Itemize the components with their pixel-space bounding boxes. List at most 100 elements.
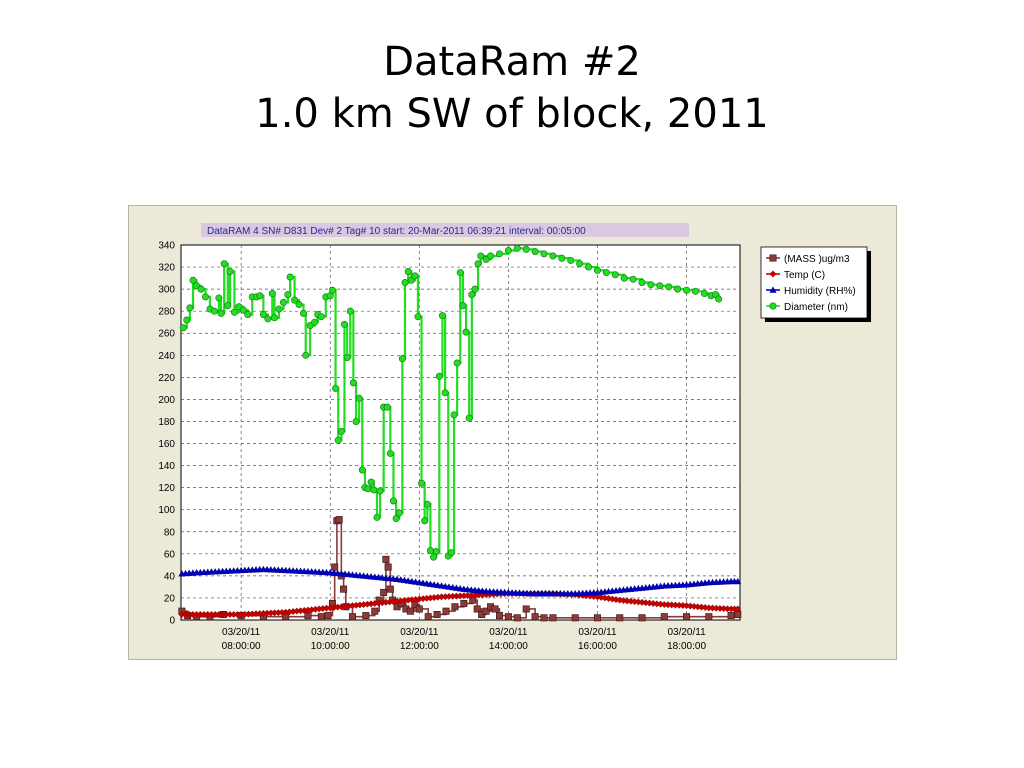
legend-label-diameter: Diameter (nm) bbox=[784, 302, 848, 313]
data-point-mass bbox=[384, 563, 392, 571]
legend-marker-diameter bbox=[769, 302, 777, 310]
data-point-diameter bbox=[435, 372, 443, 380]
data-point-mass bbox=[705, 613, 713, 621]
data-point-mass bbox=[371, 607, 379, 615]
data-point-diameter bbox=[386, 449, 394, 457]
data-point-diameter bbox=[352, 417, 360, 425]
data-point-diameter bbox=[317, 313, 325, 321]
data-point-diameter bbox=[398, 355, 406, 363]
data-point-diameter bbox=[438, 312, 446, 320]
data-point-mass bbox=[433, 610, 441, 618]
data-point-diameter bbox=[700, 290, 708, 298]
y-tick-label: 260 bbox=[158, 329, 175, 340]
series-temp bbox=[178, 590, 742, 618]
data-point-diameter bbox=[226, 267, 234, 275]
data-point-diameter bbox=[629, 275, 637, 283]
data-point-diameter bbox=[620, 274, 628, 282]
data-point-diameter bbox=[395, 509, 403, 517]
data-point-diameter bbox=[674, 285, 682, 293]
data-point-mass bbox=[549, 614, 557, 622]
data-point-mass bbox=[540, 614, 548, 622]
data-point-diameter bbox=[465, 414, 473, 422]
data-point-mass bbox=[522, 605, 530, 613]
slide-title: DataRam #2 1.0 km SW of block, 2011 bbox=[0, 36, 1024, 140]
data-point-diameter bbox=[414, 313, 422, 321]
data-point-diameter bbox=[576, 260, 584, 268]
data-point-diameter bbox=[611, 271, 619, 279]
data-point-mass bbox=[660, 613, 668, 621]
data-point-mass bbox=[335, 516, 343, 524]
data-point-diameter bbox=[197, 285, 205, 293]
data-point-diameter bbox=[462, 328, 470, 336]
chart-header-background bbox=[201, 223, 689, 237]
data-point-diameter bbox=[421, 517, 429, 525]
data-point-mass bbox=[340, 585, 348, 593]
data-point-mass bbox=[331, 563, 339, 571]
data-point-mass bbox=[424, 613, 432, 621]
data-point-mass bbox=[683, 613, 691, 621]
legend-label-mass: (MASS )ug/m3 bbox=[784, 254, 850, 265]
data-point-diameter bbox=[284, 291, 292, 299]
data-point-diameter bbox=[522, 245, 530, 253]
data-point-diameter bbox=[355, 394, 363, 402]
legend: (MASS )ug/m3 Temp (C) Humidity (RH%) Diamet… bbox=[760, 246, 871, 322]
data-point-diameter bbox=[340, 320, 348, 328]
data-point-diameter bbox=[373, 513, 381, 521]
data-point-diameter bbox=[459, 302, 467, 310]
data-point-diameter bbox=[186, 304, 194, 312]
data-point-diameter bbox=[389, 497, 397, 505]
data-point-diameter bbox=[295, 301, 303, 309]
legend-marker-mass bbox=[769, 254, 777, 262]
y-tick-label: 100 bbox=[158, 505, 175, 516]
data-point-diameter bbox=[471, 285, 479, 293]
data-point-diameter bbox=[367, 478, 375, 486]
data-point-diameter bbox=[291, 296, 299, 304]
data-point-diameter bbox=[450, 411, 458, 419]
series-diameter bbox=[179, 244, 723, 561]
data-point-diameter bbox=[189, 276, 197, 284]
data-point-diameter bbox=[683, 286, 691, 294]
data-point-mass bbox=[593, 614, 601, 622]
data-point-mass bbox=[415, 605, 423, 613]
data-point-diameter bbox=[401, 279, 409, 287]
data-point-diameter bbox=[328, 286, 336, 294]
data-point-diameter bbox=[468, 291, 476, 299]
y-tick-label: 140 bbox=[158, 461, 175, 472]
chart: DataRAM 4 SN# D831 Dev# 2 Tag# 10 start:… bbox=[158, 223, 871, 652]
data-point-diameter bbox=[376, 487, 384, 495]
data-point-diameter bbox=[540, 250, 548, 258]
y-tick-label: 160 bbox=[158, 439, 175, 450]
data-point-diameter bbox=[271, 314, 279, 322]
data-point-diameter bbox=[430, 553, 438, 561]
data-point-diameter bbox=[513, 244, 521, 252]
y-tick-label: 200 bbox=[158, 395, 175, 406]
data-point-diameter bbox=[487, 252, 495, 260]
legend-marker-temp bbox=[769, 270, 777, 278]
data-point-diameter bbox=[215, 294, 223, 302]
data-point-diameter bbox=[656, 282, 664, 290]
data-point-diameter bbox=[268, 290, 276, 298]
legend-label-temp: Temp (C) bbox=[784, 270, 825, 281]
x-tick-label-date: 03/20/11 bbox=[311, 627, 350, 638]
x-tick-label-date: 03/20/11 bbox=[400, 627, 439, 638]
data-point-diameter bbox=[474, 260, 482, 268]
y-tick-label: 340 bbox=[158, 241, 175, 252]
data-point-mass bbox=[324, 612, 332, 620]
data-point-mass bbox=[504, 613, 512, 621]
y-tick-label: 320 bbox=[158, 263, 175, 274]
chart-header-text: DataRAM 4 SN# D831 Dev# 2 Tag# 10 start:… bbox=[207, 226, 586, 237]
data-point-diameter bbox=[411, 272, 419, 280]
data-point-temp bbox=[734, 605, 742, 613]
data-point-diameter bbox=[456, 269, 464, 277]
slide-title-line-2: 1.0 km SW of block, 2011 bbox=[255, 91, 769, 137]
data-point-diameter bbox=[691, 287, 699, 295]
x-tick-label-time: 10:00:00 bbox=[311, 641, 350, 652]
data-point-diameter bbox=[239, 306, 247, 314]
data-point-mass bbox=[380, 588, 388, 596]
data-point-mass bbox=[362, 612, 370, 620]
data-point-mass bbox=[638, 614, 646, 622]
slide-title-line-1: DataRam #2 bbox=[383, 39, 641, 85]
data-point-diameter bbox=[220, 260, 228, 268]
data-point-diameter bbox=[477, 252, 485, 260]
data-point-diameter bbox=[349, 379, 357, 387]
